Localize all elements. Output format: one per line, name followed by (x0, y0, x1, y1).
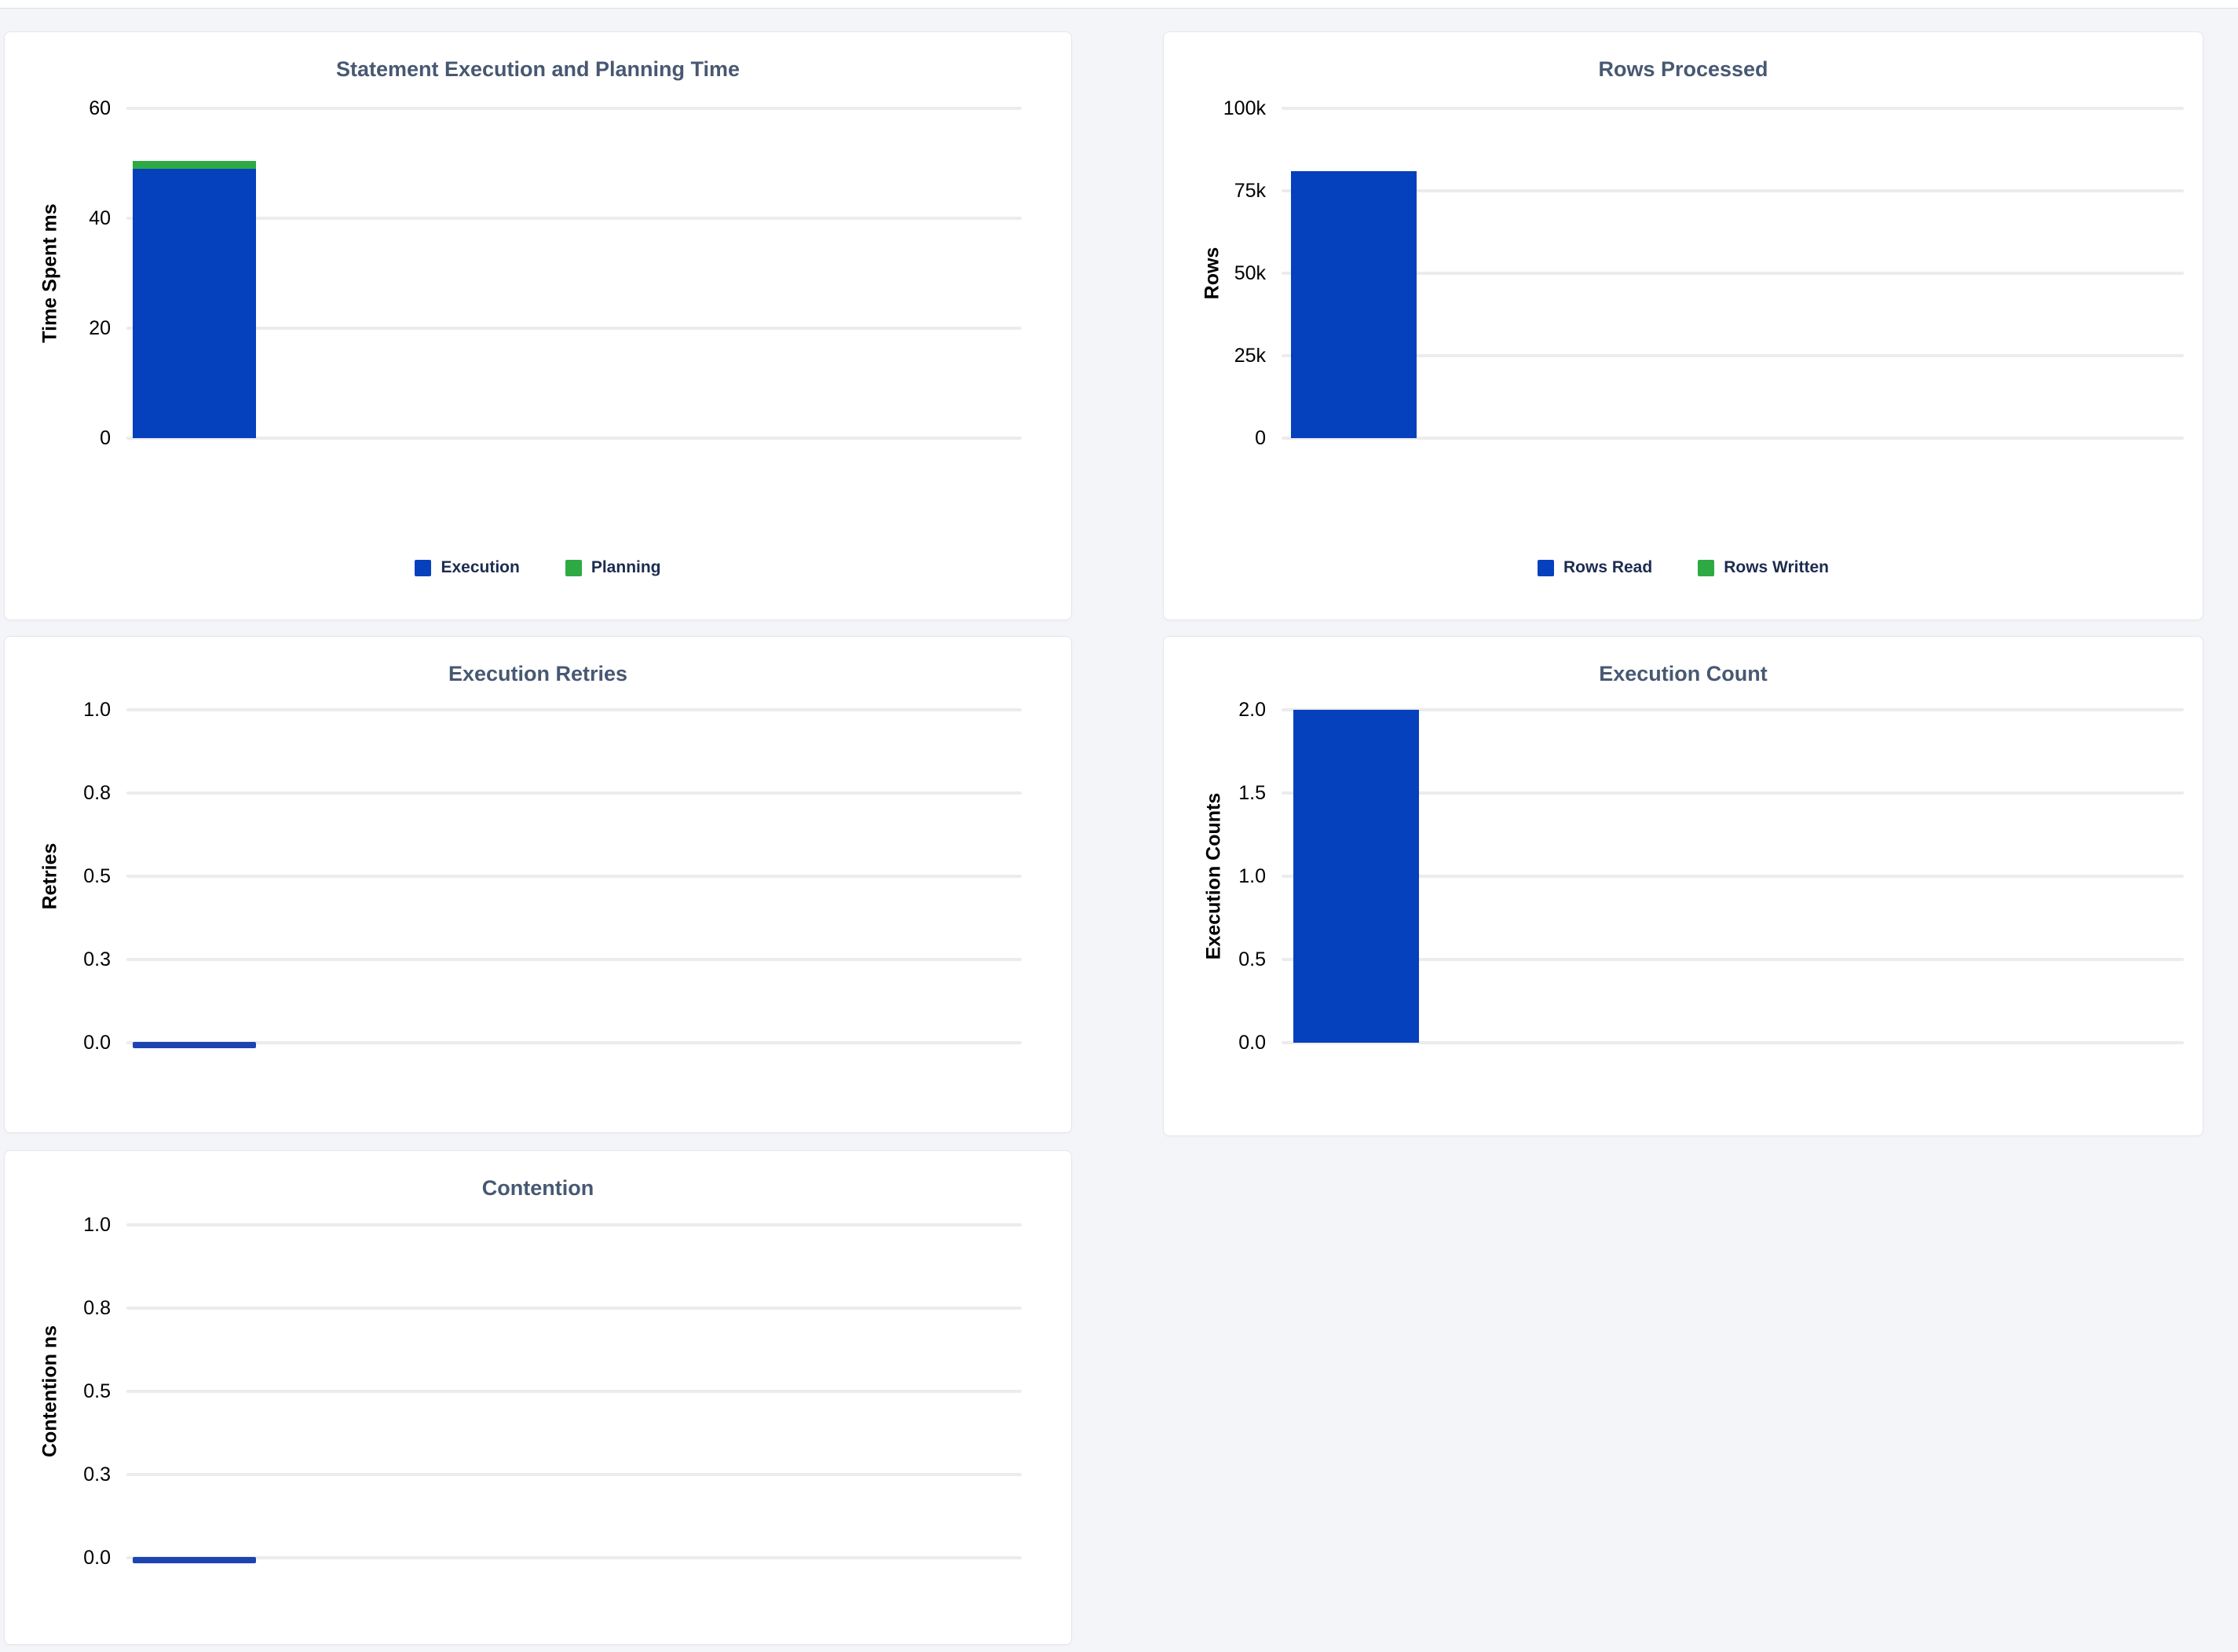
legend-swatch-rows-written (1698, 559, 1715, 576)
zero-value-bar-retries (133, 1042, 256, 1048)
gridline (1282, 189, 2184, 192)
y-tick-label: 0.8 (83, 782, 111, 804)
gridline (126, 1223, 1022, 1226)
y-tick-label: 0.0 (83, 1032, 111, 1054)
y-tick-label: 20 (89, 317, 111, 339)
bar-group (133, 108, 256, 438)
bar-execution-count (1293, 710, 1419, 1043)
y-tick-label: 1.5 (1238, 782, 1266, 804)
chart-title: Execution Count (1599, 662, 1768, 685)
gridline (1282, 791, 2184, 795)
top-header-strip (0, 0, 2238, 9)
chart-title: Statement Execution and Planning Time (335, 57, 741, 81)
y-tick-label: 0.0 (83, 1547, 111, 1569)
legend-swatch-rows-read (1538, 559, 1554, 576)
legend-label: Rows Written (1724, 558, 1829, 576)
y-tick-label: 0.5 (83, 1380, 111, 1402)
plot-area: 100k 75k 50k 25k 0 (1223, 98, 2184, 448)
bar-group (133, 1225, 256, 1563)
gridline (126, 437, 1022, 440)
y-tick-label: 75k (1234, 180, 1266, 202)
chart-legend: Rows Read Rows Written (1164, 558, 2203, 577)
zero-value-bar-contention (133, 1557, 256, 1563)
y-tick-label: 60 (89, 97, 111, 119)
gridline (126, 958, 1022, 961)
bar-group (1293, 710, 1419, 1043)
chart-card-statement-execution-planning-time: Statement Execution and Planning Time Ti… (4, 31, 1072, 620)
gridline (126, 708, 1022, 711)
gridline (1282, 958, 2184, 961)
y-tick-label: 100k (1223, 97, 1266, 119)
gridline (1282, 875, 2184, 878)
bar-execution (133, 169, 256, 438)
gridline (126, 1473, 1022, 1476)
y-tick-label: 50k (1234, 262, 1266, 284)
gridline (126, 1390, 1022, 1393)
y-tick-label: 0.3 (83, 948, 111, 970)
legend-swatch-planning (565, 559, 582, 576)
chart-card-execution-retries: Execution Retries Retries 1.0 0.8 0.5 0.3 0.… (4, 636, 1072, 1133)
y-tick-label: 0.0 (1238, 1032, 1266, 1054)
y-tick-label: 0.8 (83, 1297, 111, 1319)
y-tick-label: 0 (100, 427, 111, 449)
y-tick-label: 2.0 (1238, 699, 1266, 721)
gridline (1282, 354, 2184, 357)
gridline (126, 791, 1022, 795)
y-tick-label: 0.5 (1238, 948, 1266, 970)
y-tick-label: 0.5 (83, 865, 111, 887)
y-tick-label: 25k (1234, 345, 1266, 367)
bar-group (133, 710, 256, 1048)
y-tick-label: 1.0 (83, 1214, 111, 1236)
gridline (126, 1556, 1022, 1559)
bar-rows-read (1291, 170, 1417, 438)
y-tick-label: 1.0 (83, 699, 111, 721)
legend-label: Rows Read (1563, 558, 1653, 576)
chart-card-rows-processed: Rows Processed Rows 100k 75k 50k 25k 0 Rows … (1163, 31, 2203, 620)
chart-title: Execution Retries (448, 662, 628, 685)
gridline (126, 217, 1022, 220)
legend-label: Execution (441, 558, 520, 576)
chart-legend: Execution Planning (5, 558, 1071, 577)
gridline (126, 1041, 1022, 1044)
gridline (126, 875, 1022, 878)
legend-item-rows-read: Rows Read (1538, 558, 1652, 577)
gridline (1282, 437, 2184, 440)
legend-item-planning: Planning (565, 558, 661, 577)
plot-area: 60 40 20 0 (89, 98, 1022, 448)
y-tick-label: 1.0 (1238, 865, 1266, 887)
y-tick-label: 0 (1255, 427, 1266, 449)
gridline (126, 327, 1022, 330)
gridline (1282, 1041, 2184, 1044)
plot-area: 1.0 0.8 0.5 0.3 0.0 (83, 700, 1022, 1053)
legend-item-execution: Execution (415, 558, 520, 577)
gridline (1282, 708, 2184, 711)
y-tick-label: 40 (89, 207, 111, 229)
legend-label: Planning (591, 558, 661, 576)
gridline (126, 1307, 1022, 1310)
gridline (126, 107, 1022, 110)
chart-title: Contention (481, 1176, 594, 1200)
chart-card-execution-count: Execution Count Execution Counts 2.0 1.5 1… (1163, 636, 2203, 1136)
legend-swatch-execution (415, 559, 432, 576)
chart-title: Rows Processed (1598, 57, 1768, 81)
gridline (1282, 107, 2184, 110)
bar-planning (133, 160, 256, 169)
chart-card-contention: Contention Contention ns 1.0 0.8 0.5 0.3 0.0 (4, 1150, 1072, 1645)
plot-area: 1.0 0.8 0.5 0.3 0.0 (83, 1215, 1022, 1568)
y-tick-label: 0.3 (83, 1464, 111, 1486)
legend-item-rows-written: Rows Written (1698, 558, 1829, 577)
gridline (1282, 272, 2184, 275)
bar-group (1291, 108, 1417, 438)
plot-area: 2.0 1.5 1.0 0.5 0.0 (1238, 700, 2184, 1053)
